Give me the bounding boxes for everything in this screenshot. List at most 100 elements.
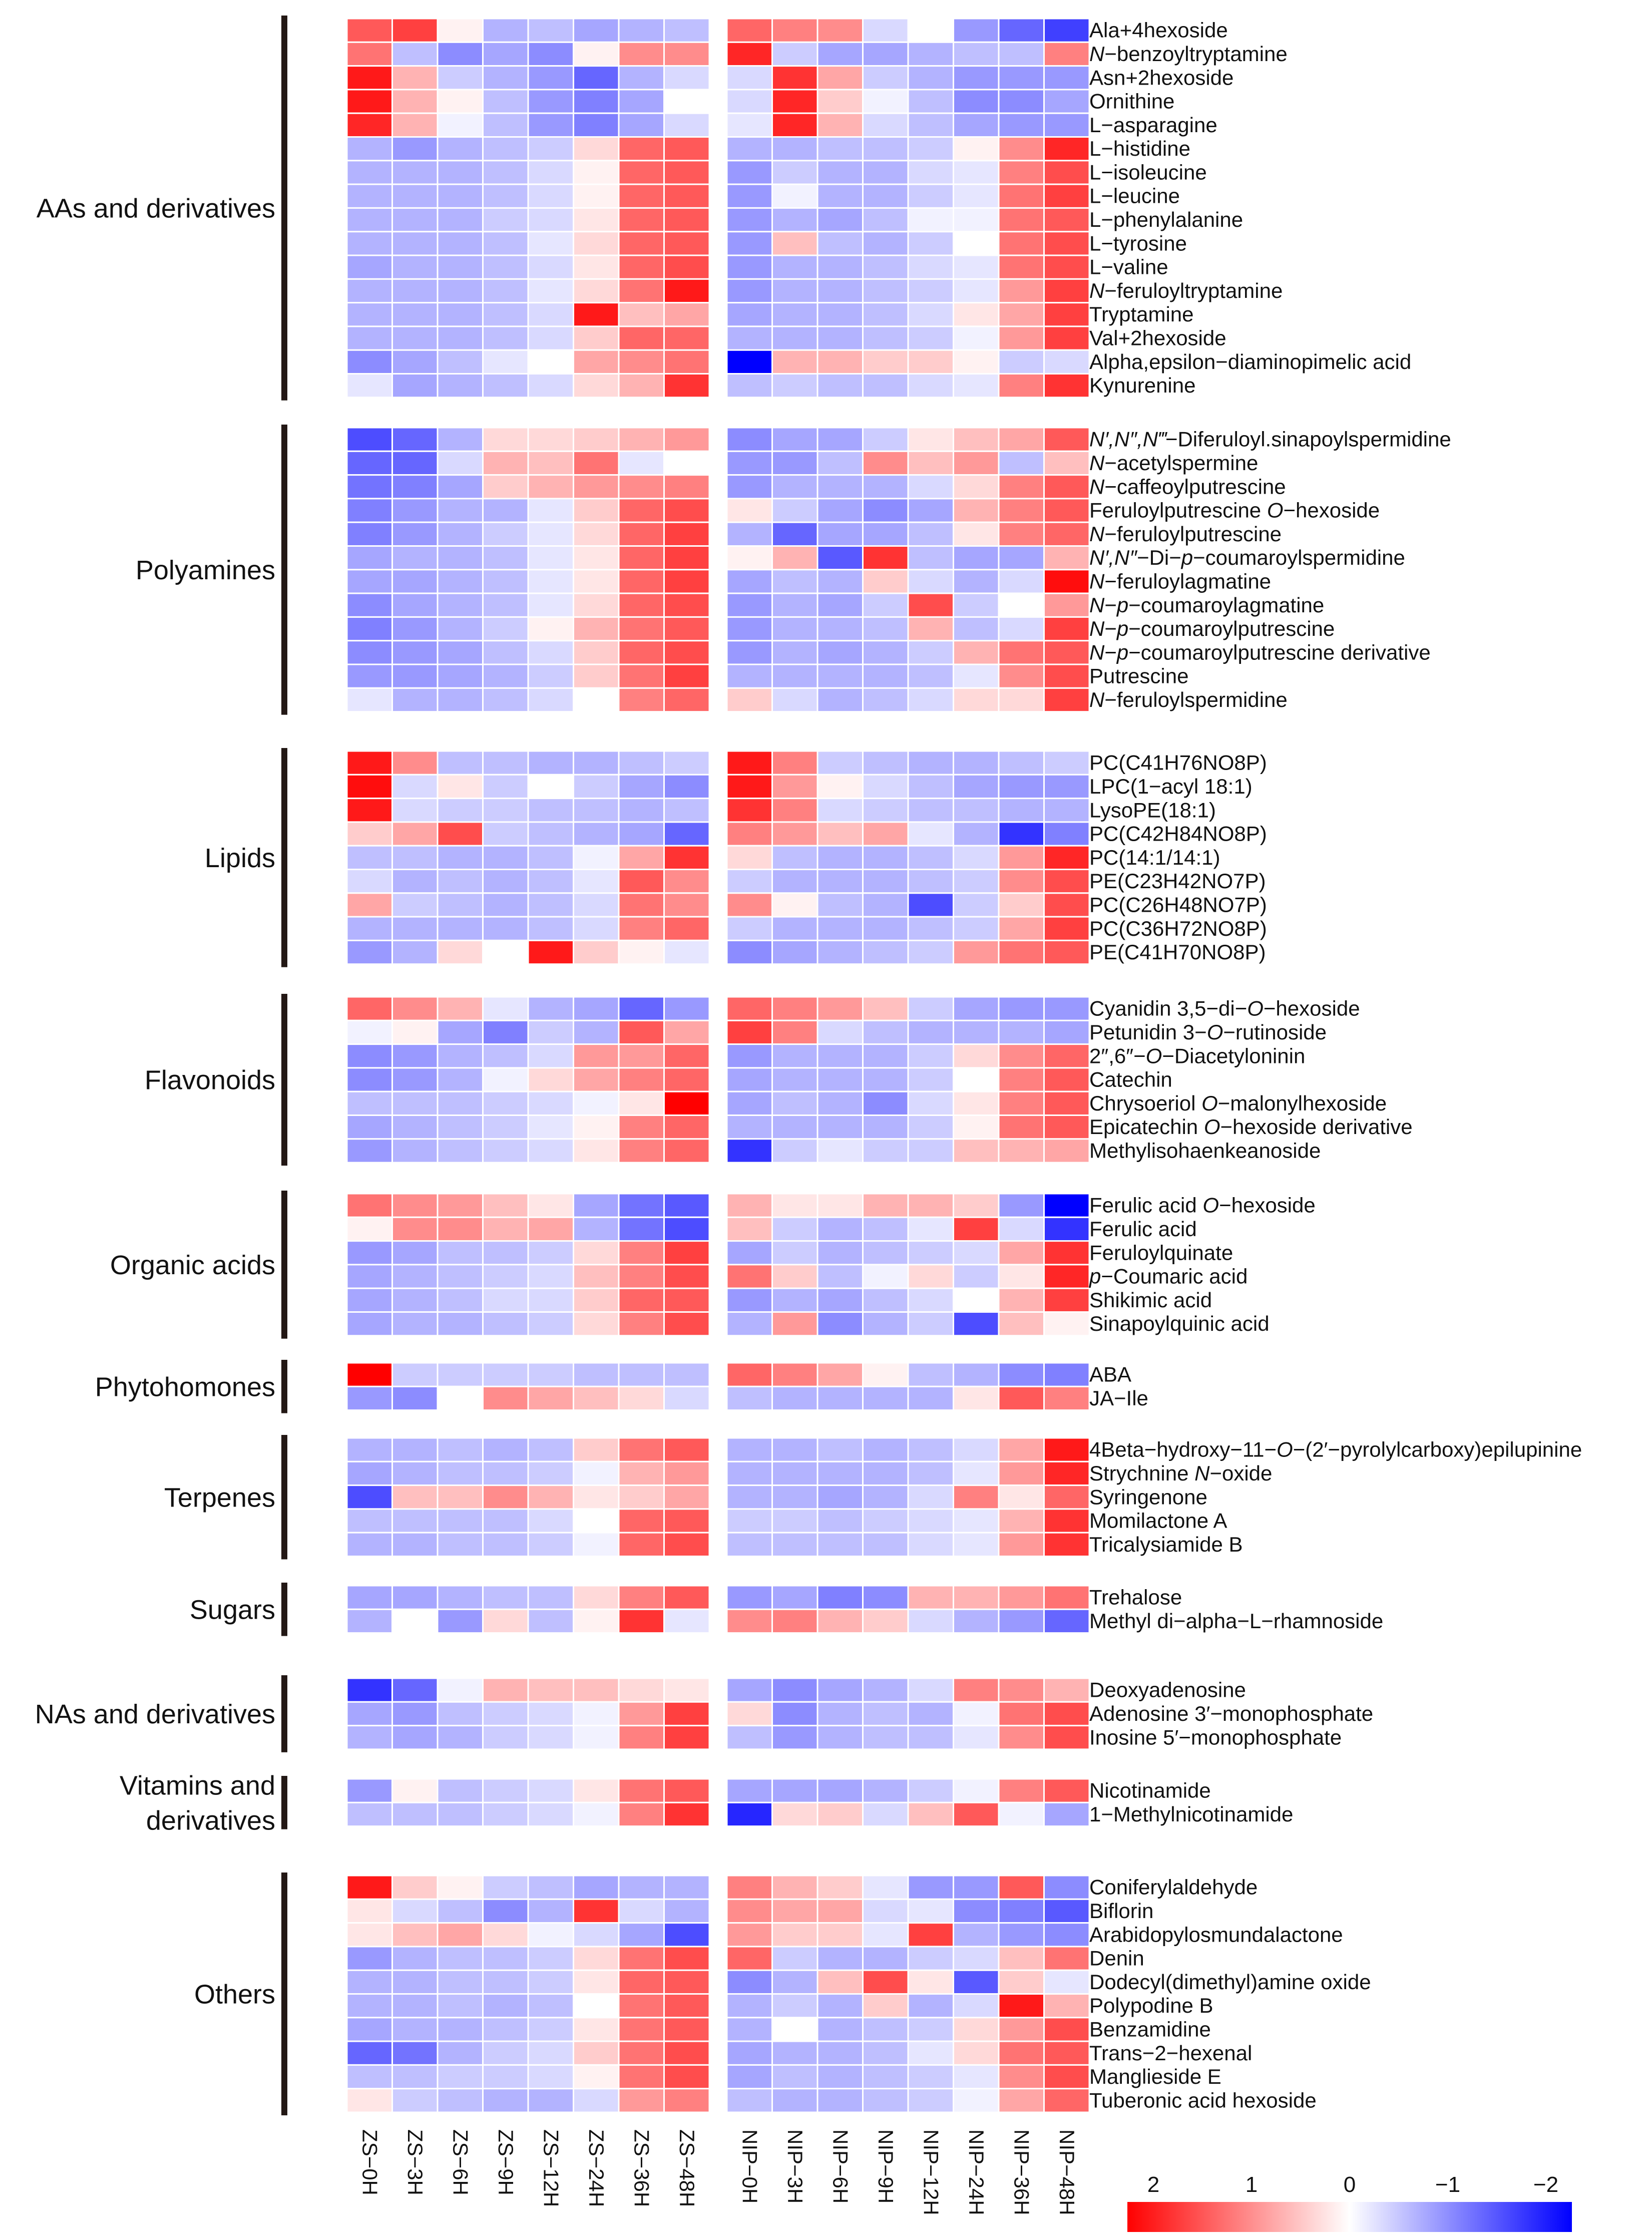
heatmap-cell-nip-catechin-2 [816, 1067, 864, 1092]
heatmap-cell-nip-n-feruloylagmatine-1 [771, 569, 818, 594]
heatmap-cell-nip-val-2hexoside-1 [771, 325, 818, 351]
heatmap-cell-nip-1-methylnicotinamide-5 [953, 1801, 1000, 1827]
heatmap-cell-zs-tricalysiamide-b-1 [391, 1532, 439, 1557]
heatmap-cell-zs-l-valine-4 [527, 254, 574, 280]
row-label-chrysoeriol-o-malonylhexoside: Chrysoeriol O−malonylhexoside [1089, 1091, 1387, 1115]
heatmap-cell-zs-pc-c26h48no7p-6 [618, 892, 665, 918]
heatmap-cell-zs-trehalose-1 [391, 1585, 439, 1610]
heatmap-cell-nip-l-phenylalanine-6 [998, 207, 1045, 233]
row-label-pc-c26h48no7p: PC(C26H48NO7P) [1089, 893, 1267, 917]
heatmap-cell-nip-pe-c41h70no8p-3 [862, 939, 909, 965]
heatmap-cell-zs-pe-c23h42no7p-5 [573, 869, 620, 894]
heatmap-cell-nip-n-benzoyltryptamine-3 [862, 41, 909, 67]
heatmap-cell-nip-n-caffeoylputrescine-4 [907, 474, 954, 500]
heatmap-cell-zs-kynurenine-0 [346, 373, 393, 399]
heatmap-cell-nip-l-asparagine-6 [998, 112, 1045, 138]
heatmap-cell-nip-l-valine-6 [998, 254, 1045, 280]
heatmap-cell-zs-n-feruloyltryptamine-0 [346, 278, 393, 304]
heatmap-cell-zs-val-2hexoside-2 [437, 325, 484, 351]
heatmap-cell-zs-pc-c26h48no7p-7 [663, 892, 710, 918]
category-label-aas-and-derivatives: AAs and derivatives [37, 193, 275, 223]
heatmap-cell-zs-l-asparagine-6 [618, 112, 665, 138]
heatmap-cell-nip-pc-c26h48no7p-3 [862, 892, 909, 918]
heatmap-cell-nip-dodecyl-dimethyl-amine-oxide-2 [816, 1969, 864, 1995]
heatmap-cell-nip-pc-c41h76no8p-4 [907, 750, 954, 776]
heatmap-cell-nip-strychnine-n-oxide-0 [726, 1460, 773, 1486]
heatmap-cell-nip-l-isoleucine-1 [771, 160, 818, 185]
heatmap-cell-zs-n-p-coumaroylagmatine-0 [346, 592, 393, 618]
heatmap-cell-zs-n-n-di-p-coumaroylspermidine-5 [573, 545, 620, 571]
heatmap-cell-zs-pc-c36h72no8p-2 [437, 916, 484, 941]
heatmap-cell-zs-deoxyadenosine-1 [391, 1677, 439, 1703]
heatmap-cell-zs-momilactone-a-0 [346, 1508, 393, 1534]
heatmap-cell-nip-n-feruloylputrescine-4 [907, 521, 954, 547]
heatmap-cell-zs-pc-c26h48no7p-2 [437, 892, 484, 918]
heatmap-cell-nip-l-tyrosine-3 [862, 231, 909, 256]
heatmap-cell-nip-n-p-coumaroylputrescine-7 [1043, 616, 1090, 642]
heatmap-cell-nip-methyl-di-alpha-l-rhamnoside-4 [907, 1608, 954, 1634]
heatmap-cell-zs-epicatechin-o-hexoside-derivative-1 [391, 1114, 439, 1140]
heatmap-cell-nip-n-acetylspermine-7 [1043, 450, 1090, 476]
heatmap-cell-zs-pe-c41h70no8p-6 [618, 939, 665, 965]
row-label-polypodine-b: Polypodine B [1089, 1994, 1213, 2017]
heatmap-cell-zs-p-coumaric-acid-0 [346, 1264, 393, 1289]
heatmap-cell-nip-adenosine-3-monophosphate-5 [953, 1701, 1000, 1727]
heatmap-cell-nip-n-acetylspermine-0 [726, 450, 773, 476]
heatmap-cell-zs-l-isoleucine-7 [663, 160, 710, 185]
heatmap-cell-zs-alpha-epsilon-diaminopimelic-acid-5 [573, 349, 620, 375]
heatmap-cell-nip-n-benzoyltryptamine-4 [907, 41, 954, 67]
row-label-l-leucine: L−leucine [1089, 184, 1180, 208]
row-label-manglieside-e: Manglieside E [1089, 2065, 1221, 2088]
heatmap-cell-nip-aba-2 [816, 1362, 864, 1387]
heatmap-cell-nip-tuberonic-acid-hexoside-5 [953, 2088, 1000, 2113]
color-scale-legend: 2 1 0 −1 −2 [1127, 2172, 1572, 2232]
heatmap-cell-zs-biflorin-4 [527, 1898, 574, 1924]
heatmap-cell-zs-catechin-7 [663, 1067, 710, 1092]
heatmap-cell-nip-benzamidine-3 [862, 2017, 909, 2042]
heatmap-cell-zs-n-p-coumaroylputrescine-2 [437, 616, 484, 642]
heatmap-cell-nip-l-leucine-5 [953, 183, 1000, 209]
heatmap-cell-zs-nicotinamide-4 [527, 1778, 574, 1803]
heatmap-cell-nip-kynurenine-0 [726, 373, 773, 399]
heatmap-cell-zs-petunidin-3-o-rutinoside-4 [527, 1019, 574, 1045]
heatmap-cell-zs-n-feruloylspermidine-4 [527, 687, 574, 713]
heatmap-cell-zs-n-feruloylputrescine-2 [437, 521, 484, 547]
heatmap-cell-zs-n-feruloylagmatine-3 [482, 569, 529, 594]
heatmap-cell-nip-catechin-1 [771, 1067, 818, 1092]
heatmap-cell-nip-cyanidin-3-5-di-o-hexoside-1 [771, 996, 818, 1021]
heatmap-cell-nip-putrescine-3 [862, 663, 909, 689]
heatmap-cell-nip-sinapoylquinic-acid-4 [907, 1311, 954, 1337]
heatmap-cell-zs-alpha-epsilon-diaminopimelic-acid-0 [346, 349, 393, 375]
heatmap-cell-nip-n-caffeoylputrescine-7 [1043, 474, 1090, 500]
heatmap-cell-zs-nicotinamide-5 [573, 1778, 620, 1803]
heatmap-cell-nip-syringenone-3 [862, 1484, 909, 1510]
heatmap-cell-zs-petunidin-3-o-rutinoside-3 [482, 1019, 529, 1045]
heatmap-cell-zs-pc-c42h84no8p-0 [346, 821, 393, 847]
heatmap-cell-nip-methyl-di-alpha-l-rhamnoside-5 [953, 1608, 1000, 1634]
heatmap-cell-nip-4beta-hydroxy-11-o-2-pyrolylcarboxy-epilupinine-1 [771, 1437, 818, 1462]
heatmap-cell-zs-putrescine-5 [573, 663, 620, 689]
heatmap-cell-nip-n-feruloylagmatine-7 [1043, 569, 1090, 594]
heatmap-cell-nip-biflorin-3 [862, 1898, 909, 1924]
heatmap-cell-nip-n-p-coumaroylagmatine-6 [998, 592, 1045, 618]
heatmap-cell-zs-pe-c41h70no8p-7 [663, 939, 710, 965]
heatmap-cell-nip-petunidin-3-o-rutinoside-0 [726, 1019, 773, 1045]
heatmap-cell-zs-l-asparagine-5 [573, 112, 620, 138]
heatmap-cell-nip-l-histidine-2 [816, 136, 864, 162]
row-label-l-histidine: L−histidine [1089, 137, 1190, 160]
heatmap-cell-zs-ornithine-0 [346, 89, 393, 114]
heatmap-cell-zs-adenosine-3-monophosphate-2 [437, 1701, 484, 1727]
heatmap-cell-nip-trans-2-hexenal-6 [998, 2040, 1045, 2066]
heatmap-cell-nip-pe-c41h70no8p-7 [1043, 939, 1090, 965]
row-label-strychnine-n-oxide: Strychnine N−oxide [1089, 1461, 1272, 1485]
heatmap-cell-zs-shikimic-acid-1 [391, 1287, 439, 1313]
heatmap-cell-zs-4beta-hydroxy-11-o-2-pyrolylcarboxy-epilupinine-1 [391, 1437, 439, 1462]
heatmap-cell-nip-n-benzoyltryptamine-5 [953, 41, 1000, 67]
heatmap-cell-zs-ja-ile-5 [573, 1385, 620, 1411]
heatmap-cell-nip-l-phenylalanine-3 [862, 207, 909, 233]
heatmap-cell-nip-val-2hexoside-4 [907, 325, 954, 351]
heatmap-cell-nip-pc-14-1-14-1-7 [1043, 845, 1090, 870]
heatmap-cell-nip-alpha-epsilon-diaminopimelic-acid-4 [907, 349, 954, 375]
heatmap-cell-zs-pe-c41h70no8p-4 [527, 939, 574, 965]
heatmap-cell-nip-n-acetylspermine-2 [816, 450, 864, 476]
